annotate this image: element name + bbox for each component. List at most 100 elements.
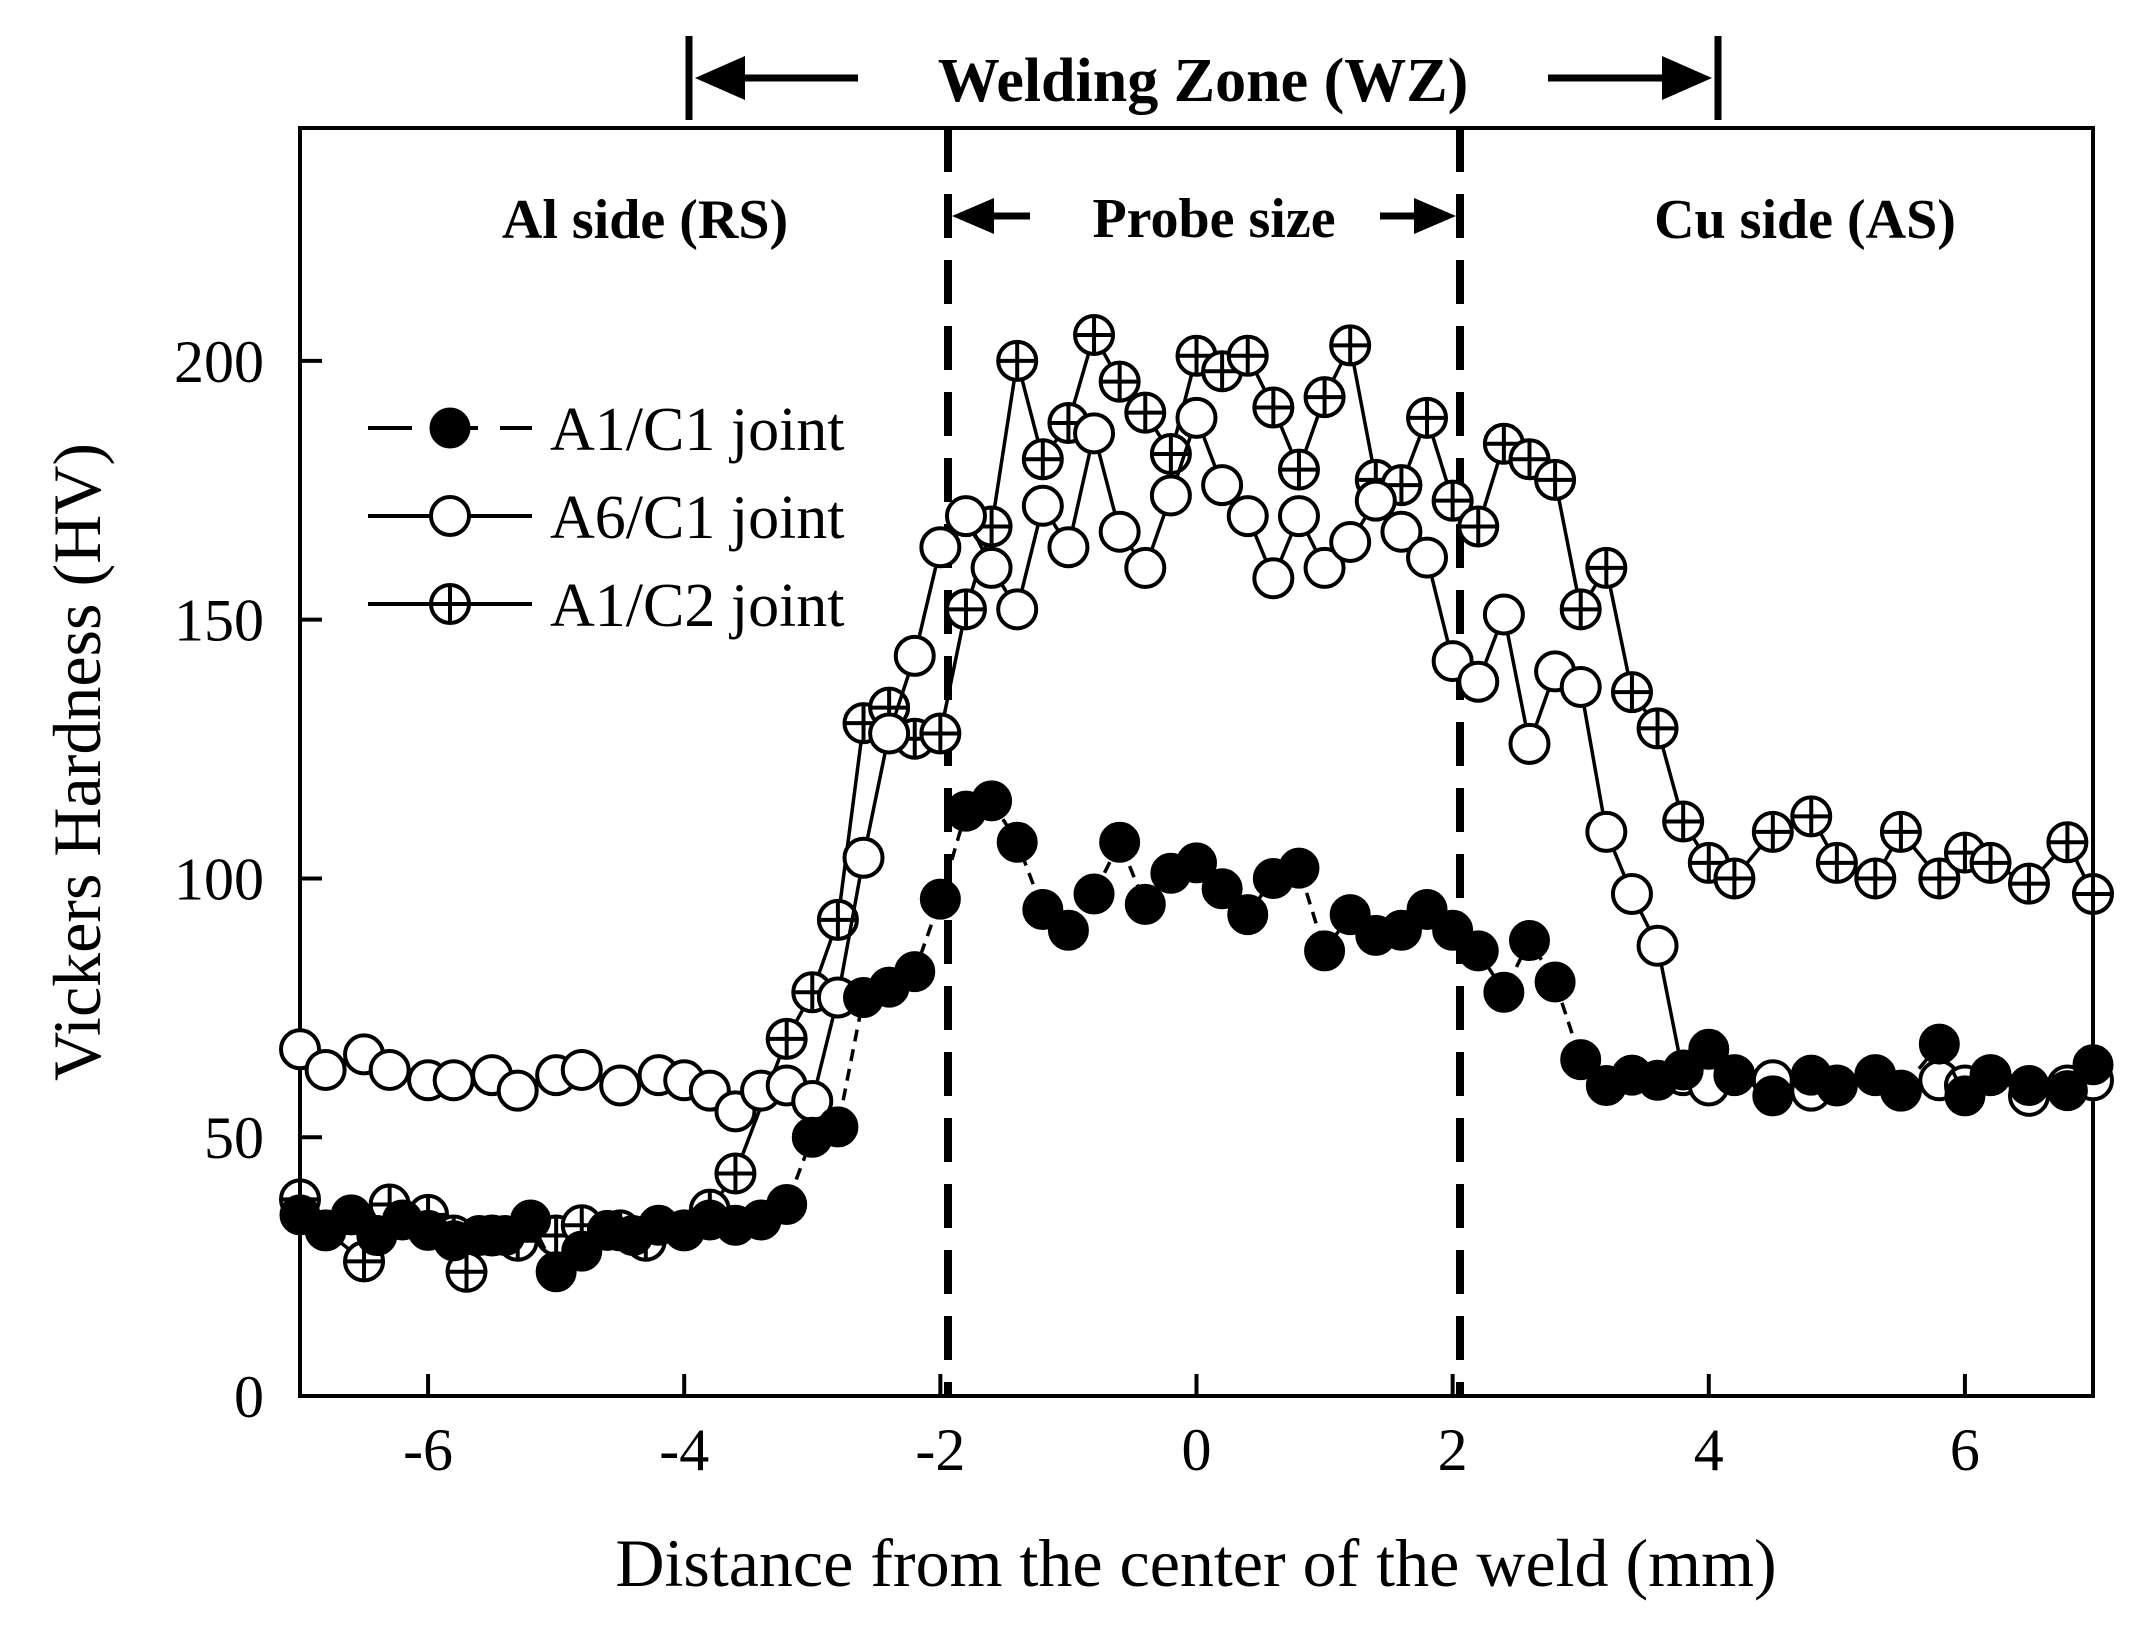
wz-right-arrowhead: [1662, 56, 1712, 100]
data-point: [2007, 862, 2050, 905]
cu-side-label: Cu side (AS): [1654, 189, 1956, 251]
data-point: [1559, 665, 1602, 708]
data-point: [432, 1059, 475, 1102]
data-point: [1124, 883, 1166, 925]
data-point: [1457, 505, 1500, 548]
data-point: [1880, 1070, 1922, 1112]
data-point: [1688, 1028, 1730, 1070]
legend-item: A6/C1 joint: [368, 484, 845, 552]
data-point: [1021, 438, 1064, 481]
probe-left-arrowhead: [952, 198, 994, 234]
data-point: [1918, 857, 1961, 900]
data-point: [765, 1017, 808, 1060]
data-point: [944, 495, 987, 538]
data-point: [714, 1152, 757, 1195]
data-point: [842, 836, 885, 879]
data-point: [1073, 314, 1116, 357]
data-point: [1277, 495, 1320, 538]
data-point: [1098, 360, 1141, 403]
data-point: [893, 634, 936, 677]
data-point: [1713, 1054, 1755, 1096]
data-point: [1304, 930, 1346, 972]
data-point: [368, 1048, 411, 1091]
data-point: [1252, 557, 1295, 600]
data-point: [1790, 795, 1833, 838]
legend-label: A1/C2 joint: [550, 572, 845, 640]
data-point: [1482, 593, 1525, 636]
x-axis-label: Distance from the center of the weld (mm…: [615, 1525, 1776, 1601]
data-point: [919, 526, 962, 569]
data-point: [2046, 821, 2089, 864]
data-point: [1329, 324, 1372, 367]
data-point: [1303, 376, 1346, 419]
probe-size-annotation: Probe size: [952, 188, 1456, 250]
data-point: [1047, 909, 1089, 951]
probe-size-label: Probe size: [1092, 188, 1335, 250]
data-point: [1879, 810, 1922, 853]
data-point: [971, 780, 1013, 822]
y-tick-label: 100: [174, 846, 264, 912]
data-point: [1124, 391, 1167, 434]
data-point: [1227, 894, 1269, 936]
y-tick-label: 50: [204, 1105, 264, 1171]
probe-right-arrowhead: [1414, 198, 1456, 234]
data-point: [429, 583, 471, 625]
welding-zone-label: Welding Zone (WZ): [938, 47, 1469, 115]
data-point: [1226, 334, 1269, 377]
data-point: [1406, 396, 1449, 439]
data-point: [919, 878, 961, 920]
data-point: [1098, 510, 1141, 553]
welding-zone-annotation: Welding Zone (WZ): [685, 36, 1722, 120]
data-point: [919, 712, 962, 755]
series-a1-c1-joint: [279, 780, 2114, 1293]
data-point: [944, 588, 987, 631]
y-axis-label: Vickers Hardness (HV): [39, 443, 115, 1081]
data-point: [1508, 920, 1550, 962]
data-point: [1816, 1064, 1858, 1106]
data-point: [1636, 707, 1679, 750]
data-point: [1969, 841, 2012, 884]
data-point: [1752, 1075, 1794, 1117]
data-point: [1175, 396, 1218, 439]
data-point: [1329, 521, 1372, 564]
data-point: [1354, 479, 1397, 522]
data-point: [1751, 810, 1794, 853]
data-point: [1854, 857, 1897, 900]
legend: A1/C1 joint A6/C1 joint A1/C2 joint: [368, 396, 845, 640]
data-point: [1021, 484, 1064, 527]
data-point: [1073, 412, 1116, 455]
data-point: [429, 495, 471, 537]
data-point: [599, 1064, 642, 1107]
y-tick-label: 0: [234, 1364, 264, 1430]
data-point: [1662, 800, 1705, 843]
data-point: [1559, 588, 1602, 631]
data-point: [1918, 1023, 1960, 1065]
legend-item: A1/C2 joint: [368, 572, 845, 640]
data-point: [1431, 479, 1474, 522]
data-point: [2008, 1064, 2050, 1106]
data-point: [970, 546, 1013, 589]
data-point: [1534, 458, 1577, 501]
data-point: [1483, 971, 1525, 1013]
data-point: [1201, 868, 1243, 910]
data-point: [1278, 847, 1320, 889]
data-point: [1149, 474, 1192, 517]
data-point: [1176, 842, 1217, 884]
x-axis-ticks: -6 -4 -2 0 2 4 6: [403, 1374, 1980, 1483]
data-point: [1713, 857, 1756, 900]
data-point: [1277, 448, 1320, 491]
plot-frame: [298, 126, 2095, 1398]
data-point: [1585, 810, 1628, 853]
series-layer: [279, 314, 2114, 1293]
y-tick-label: 150: [174, 588, 264, 654]
data-point: [1124, 546, 1167, 589]
data-point: [1970, 1054, 2012, 1096]
x-tick-label: -2: [915, 1417, 965, 1483]
data-point: [868, 712, 911, 755]
data-point: [2072, 1044, 2114, 1086]
data-point: [510, 1199, 552, 1241]
data-point: [1610, 872, 1653, 915]
data-point: [1636, 924, 1679, 967]
data-point: [1560, 1039, 1602, 1081]
